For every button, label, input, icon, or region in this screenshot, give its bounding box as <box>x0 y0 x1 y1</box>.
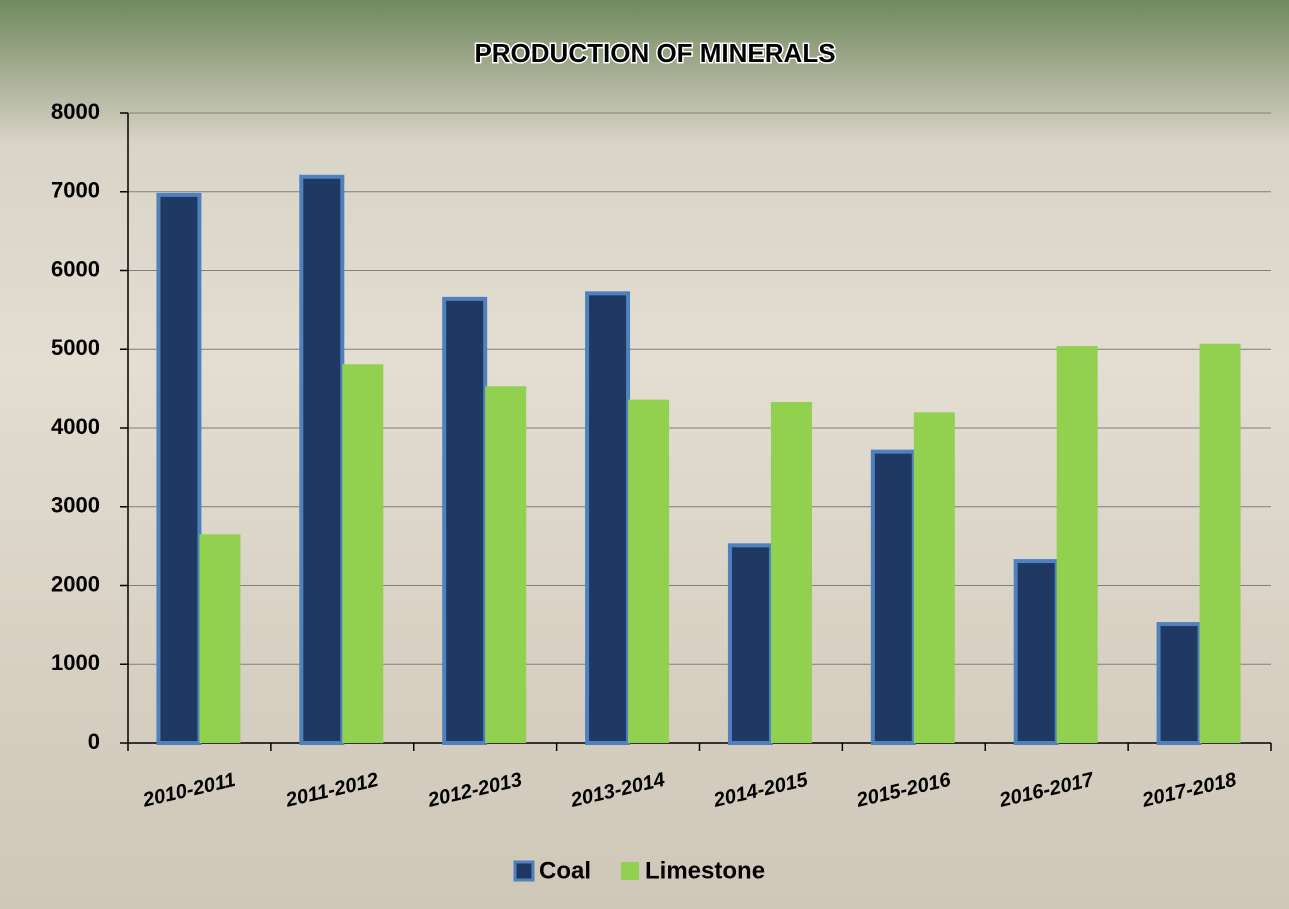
chart: PRODUCTION OF MINERALS 0 1000 2000 3000 4000… <box>0 0 1289 909</box>
bar <box>914 412 955 743</box>
bar <box>1016 561 1057 743</box>
y-tick-label: 4000 <box>51 414 100 439</box>
bar <box>444 299 485 743</box>
x-tick-label: 2015-2016 <box>854 769 954 812</box>
x-tick-label: 2017-2018 <box>1139 769 1239 812</box>
legend-swatch <box>515 862 533 880</box>
bar <box>587 293 628 743</box>
x-tick-label: 2012-2013 <box>425 769 524 812</box>
bar <box>301 177 342 743</box>
bar <box>342 364 383 743</box>
x-tick-label: 2011-2012 <box>283 769 381 812</box>
x-tick-label: 2016-2017 <box>996 769 1096 812</box>
chart-title: PRODUCTION OF MINERALS <box>474 38 835 68</box>
y-tick-label: 8000 <box>51 99 100 124</box>
x-tick-label: 2010-2011 <box>140 769 238 812</box>
y-tick-label: 3000 <box>51 493 100 518</box>
bar <box>158 195 199 743</box>
bar <box>1159 624 1200 743</box>
y-tick-label: 1000 <box>51 650 100 675</box>
legend-label: Limestone <box>645 857 765 884</box>
bar <box>730 545 771 743</box>
bar <box>1200 344 1241 743</box>
x-tick-label: 2014-2015 <box>711 769 811 812</box>
bar <box>199 534 240 743</box>
y-tick-label: 6000 <box>51 256 100 281</box>
y-tick-label: 0 <box>88 729 100 754</box>
bar <box>628 400 669 743</box>
bar <box>485 386 526 743</box>
bar <box>771 402 812 743</box>
y-tick-label: 5000 <box>51 335 100 360</box>
legend-swatch <box>621 862 639 880</box>
x-tick-label: 2013-2014 <box>568 769 667 812</box>
bar <box>1057 346 1098 743</box>
legend-label: Coal <box>539 857 591 884</box>
y-tick-label: 7000 <box>51 178 100 203</box>
y-tick-label: 2000 <box>51 571 100 596</box>
bar <box>873 452 914 743</box>
page: PRODUCTION OF MINERALS 0 1000 2000 3000 4000… <box>0 0 1289 909</box>
